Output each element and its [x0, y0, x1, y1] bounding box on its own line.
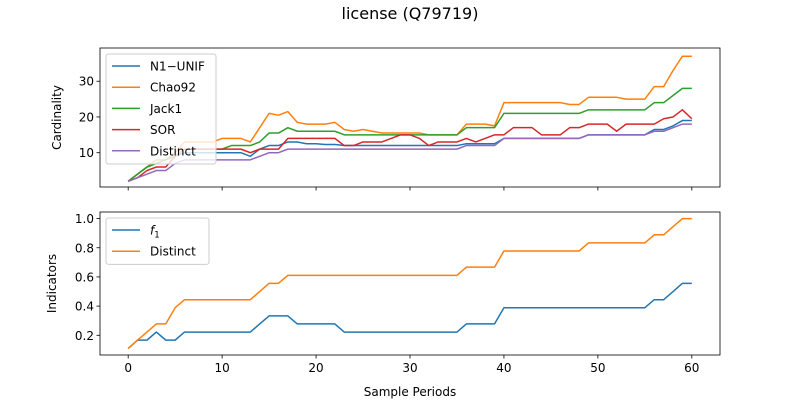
y-axis-label: Cardinality — [50, 85, 64, 150]
legend-label: Jack1 — [149, 102, 182, 116]
y-axis-label: Indicators — [45, 254, 59, 313]
series-line-chao92 — [127, 55, 692, 182]
figure-title: license (Q79719) — [342, 4, 479, 23]
y-tick-label: 0.8 — [75, 241, 94, 255]
legend-box — [105, 53, 217, 165]
x-tick-label: 50 — [590, 361, 605, 375]
series-line-distinct — [127, 217, 692, 349]
indicators-panel: 0.2 0.4 0.6 0.8 1.0 0 10 20 30 40 50 60 Indicators Sa… — [45, 211, 721, 399]
y-tick-label: 20 — [79, 110, 94, 124]
y-tick-label: 0.6 — [75, 270, 94, 284]
x-tick-label: 30 — [402, 361, 417, 375]
y-tick-label: 0.4 — [75, 300, 94, 314]
cardinality-panel: 10 20 30 Cardinality N1−UNIF Chao92 Jack1 SOR Di… — [50, 47, 721, 191]
x-axis-label: Sample Periods — [364, 385, 456, 399]
x-tick-label: 20 — [308, 361, 323, 375]
legend: N1−UNIF Chao92 Jack1 SOR Distinct — [105, 53, 217, 165]
series-line-f — [127, 282, 692, 349]
legend-label: Distinct — [150, 144, 196, 158]
legend-label: N1−UNIF — [150, 60, 205, 74]
legend: f1 Distinct — [105, 217, 210, 265]
legend-label: f1 — [150, 224, 160, 241]
x-tick-label: 60 — [684, 361, 699, 375]
x-tick-label: 40 — [496, 361, 511, 375]
y-tick-label: 10 — [79, 146, 94, 160]
y-tick-label: 0.2 — [75, 329, 94, 343]
legend-label: Distinct — [150, 245, 196, 259]
x-tick-label: 0 — [124, 361, 132, 375]
series-line-sor — [127, 109, 693, 182]
y-tick-label: 1.0 — [75, 212, 94, 226]
y-tick-label: 30 — [79, 75, 94, 89]
legend-label: Chao92 — [150, 81, 196, 95]
x-tick-label: 10 — [214, 361, 229, 375]
series-line-distinct — [127, 123, 692, 182]
legend-label: SOR — [150, 123, 175, 137]
